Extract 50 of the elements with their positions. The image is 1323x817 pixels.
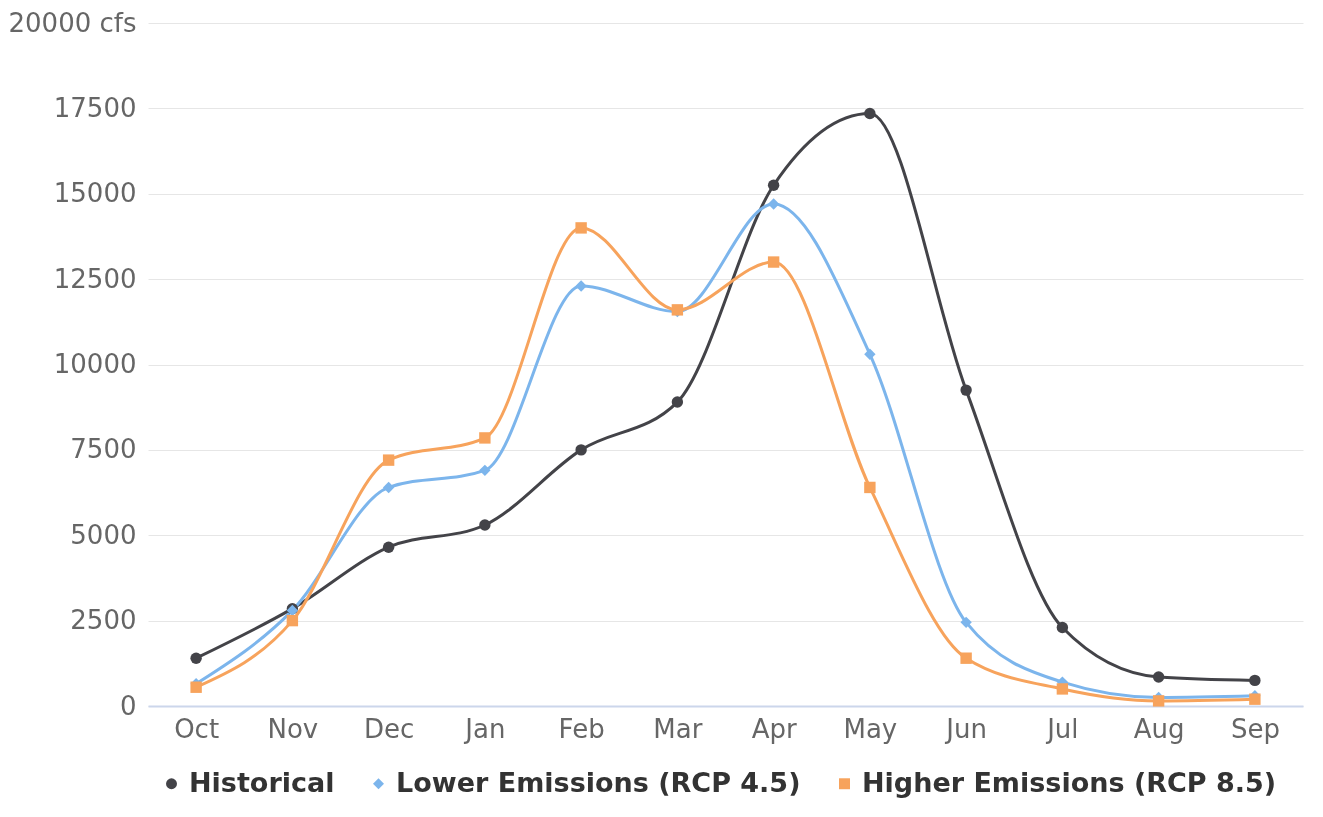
y-tick-label: 10000 bbox=[53, 349, 137, 379]
point bbox=[960, 652, 972, 664]
point bbox=[767, 256, 780, 268]
point bbox=[864, 107, 876, 120]
y-tick-label: 5000 bbox=[70, 519, 137, 550]
point bbox=[1152, 695, 1165, 707]
y-tick-label: 2500 bbox=[70, 605, 137, 636]
point bbox=[382, 541, 395, 553]
point bbox=[479, 519, 491, 531]
x-tick-label: Jul bbox=[1045, 713, 1079, 744]
y-tick-label: 7500 bbox=[70, 434, 137, 465]
legend-label: Lower Emissions (RCP 4.5) bbox=[396, 766, 801, 798]
legend-label: Historical bbox=[189, 766, 335, 798]
point bbox=[479, 464, 491, 477]
point bbox=[575, 280, 587, 292]
x-tick-label: Apr bbox=[751, 713, 797, 744]
point bbox=[960, 616, 972, 629]
x-tick-label: May bbox=[843, 713, 898, 744]
x-tick-label: Mar bbox=[653, 713, 703, 744]
point bbox=[864, 481, 876, 494]
x-tick-label: Nov bbox=[267, 713, 319, 744]
y-tick-label: 17500 bbox=[53, 92, 137, 123]
point bbox=[479, 432, 491, 444]
point bbox=[1056, 621, 1069, 634]
y-tick-label: 15000 bbox=[53, 178, 137, 209]
point bbox=[671, 396, 684, 408]
point bbox=[960, 384, 972, 396]
y-tick-label: 20000 cfs bbox=[8, 7, 137, 38]
y-tick-label: 12500 bbox=[53, 263, 137, 294]
x-tick-label: Oct bbox=[174, 713, 220, 744]
point bbox=[864, 348, 876, 360]
x-tick-label: Jun bbox=[944, 713, 987, 744]
x-tick-label: Dec bbox=[363, 713, 415, 744]
legend-label: Higher Emissions (RCP 8.5) bbox=[862, 766, 1277, 798]
point bbox=[286, 614, 299, 627]
point bbox=[575, 444, 587, 456]
x-tick-label: Feb bbox=[558, 713, 605, 744]
point bbox=[575, 222, 587, 234]
y-tick-label: 0 bbox=[119, 690, 137, 721]
point bbox=[190, 652, 202, 664]
point bbox=[1249, 674, 1261, 687]
point bbox=[1152, 671, 1165, 683]
point bbox=[382, 481, 395, 494]
point bbox=[767, 198, 780, 210]
x-tick-label: Jan bbox=[463, 713, 506, 744]
x-tick-label: Aug bbox=[1133, 713, 1185, 744]
x-tick-label: Sep bbox=[1230, 713, 1280, 744]
point bbox=[382, 454, 395, 466]
point bbox=[767, 179, 780, 191]
point bbox=[1056, 683, 1069, 695]
